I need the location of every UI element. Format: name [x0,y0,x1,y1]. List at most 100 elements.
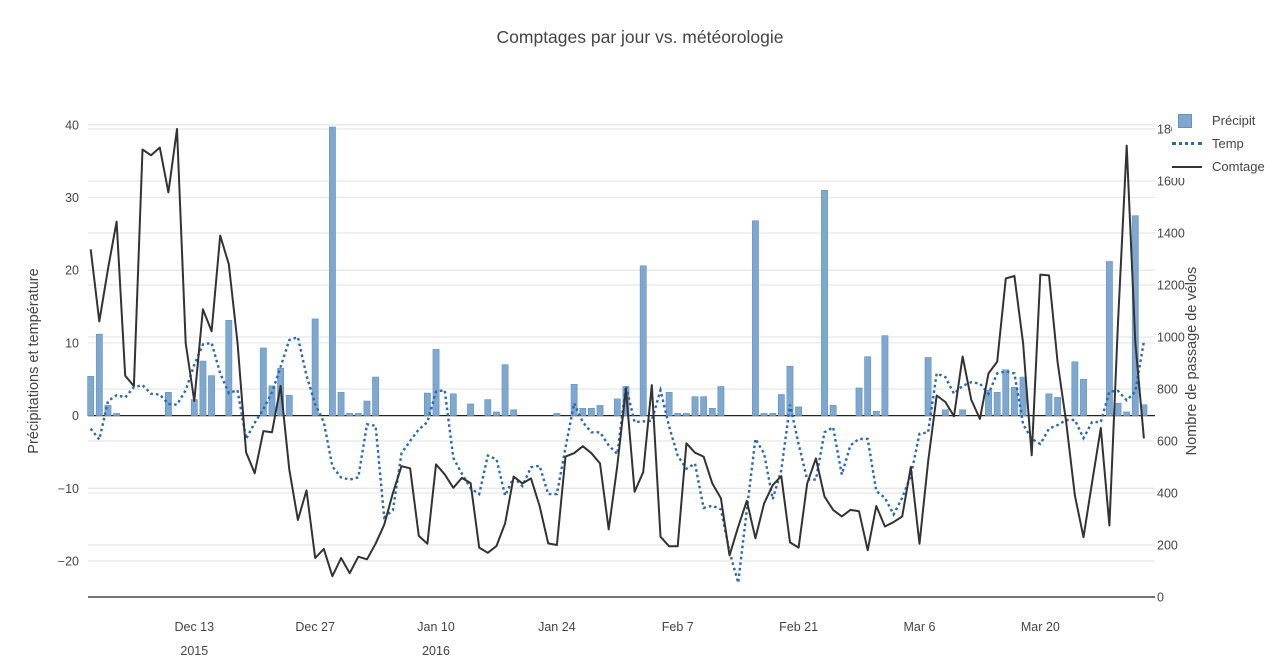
precip-bars-layer [87,126,1148,416]
tick-labels-layer: −20−100102030400200400600800100012001400… [58,118,1185,658]
y-right-axis-title: Nombre de passage de vélos [1184,267,1200,456]
x-tick-label: Jan 10 [417,620,455,634]
precip-bar [484,399,492,416]
y-left-tick-label: 20 [65,264,79,278]
precip-bar [311,318,319,416]
y-right-tick-label: 0 [1157,591,1164,605]
y-left-tick-label: 40 [65,118,79,132]
precip-bar [1114,402,1122,416]
x-tick-label: Mar 20 [1021,620,1060,634]
precip-bar [225,320,233,416]
count-line [89,128,1145,578]
y-right-tick-label: 400 [1157,487,1178,501]
precip-bar [346,413,354,416]
precip-bar [354,413,362,416]
precip-bar [259,347,267,416]
y-left-axis-title: Précipitations et température [26,268,42,453]
precip-bar [959,409,967,416]
y-left-tick-label: 10 [65,336,79,350]
legend-label-temp: Temp [1212,136,1244,151]
legend-item-precipit[interactable]: Précipit [1172,109,1265,132]
temp-swatch-icon [1172,142,1202,145]
temp-line [89,335,1146,584]
legend-item-temp[interactable]: Temp [1172,132,1265,155]
precip-bar [329,126,336,416]
precip-bar [208,375,215,416]
precip-bar [682,413,690,416]
precip-bar [87,376,95,416]
y-right-tick-label: 200 [1157,539,1178,553]
x-tick-label: Mar 6 [903,620,935,634]
precip-bar [553,413,561,416]
precip-bar [924,357,932,416]
precip-bar [1105,261,1113,416]
precip-bar [941,409,949,416]
precip-bar [501,364,509,416]
y-right-tick-label: 600 [1157,435,1178,449]
precip-bar [95,333,103,416]
y-right-tick-label: 1400 [1157,227,1185,241]
y-right-tick-label: 1000 [1157,331,1185,345]
y-right-tick-label: 1600 [1157,175,1185,189]
precip-bar [432,349,440,416]
precip-bar [985,389,992,416]
precip-bar [493,411,500,416]
x-tick-label: Feb 21 [779,620,818,634]
precip-bar [674,413,682,416]
legend-item-comtage[interactable]: Comtage [1172,155,1265,178]
precip-bar [164,392,172,416]
x-tick-label: Dec 27 [295,620,335,634]
precip-bar [881,335,889,416]
precip-bar [337,392,345,416]
precip-bar [588,408,595,416]
x-tick-year-label: 2016 [422,644,450,658]
precip-bar [752,220,759,416]
precip-bar [1019,376,1027,416]
x-tick-year-label: 2015 [180,644,208,658]
precip-bar [691,396,699,416]
precip-bar [113,413,120,416]
precip-bar [993,392,1001,416]
gridlines-layer [88,124,1155,562]
precip-bar [786,365,794,416]
x-tick-label: Dec 13 [174,620,214,634]
precip-bar [372,376,379,416]
y-left-tick-label: −10 [58,482,79,496]
precip-bar [1123,411,1131,416]
precip-bar [855,387,863,416]
precip-bar [700,396,708,416]
precip-bar [579,408,587,416]
legend: Précipit Temp Comtage [1172,109,1267,178]
count-swatch-icon [1172,165,1202,168]
precip-bar [769,413,777,416]
legend-label-precipit: Précipit [1212,113,1256,128]
y-left-tick-label: −20 [58,555,79,569]
precip-bar [363,400,371,416]
precip-bar [423,392,431,416]
precip-bar [821,189,828,416]
x-tick-label: Feb 7 [662,620,694,634]
precip-bar [467,403,474,416]
precip-bar [285,394,293,416]
precip-bar [665,392,673,416]
lines-layer [89,128,1146,584]
precip-bar [1080,378,1087,416]
precip-swatch-icon [1178,113,1192,128]
precip-bar [708,408,716,416]
precip-bar [510,409,518,416]
precip-bar [268,385,276,416]
precip-bar [1054,397,1061,416]
chart-title: Comptages par jour vs. météorologie [497,27,784,47]
precip-bar [104,405,112,416]
precip-bar [1011,386,1018,416]
y-left-tick-label: 30 [65,191,79,205]
x-tick-label: Jan 24 [538,620,576,634]
precip-bar [639,265,647,416]
precip-bar [872,410,880,416]
precip-bar [596,405,604,416]
precip-bar [795,406,803,416]
precip-bar [1131,215,1139,416]
precip-bar [570,384,578,416]
